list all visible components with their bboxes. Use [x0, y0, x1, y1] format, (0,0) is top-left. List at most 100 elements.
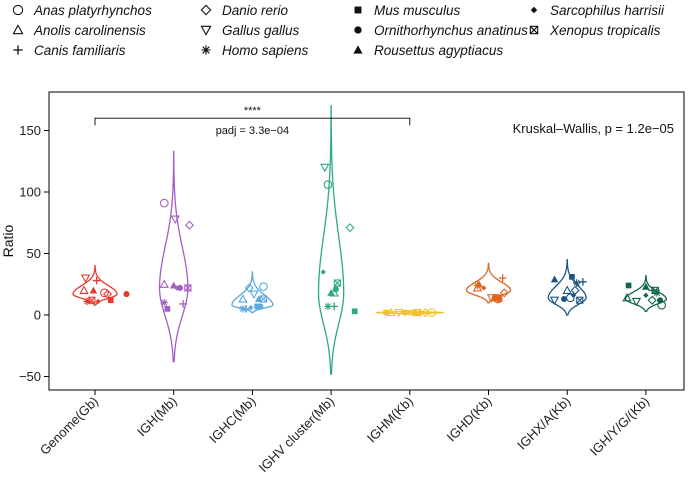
data-point: [332, 286, 339, 293]
data-point: [103, 289, 113, 299]
legend-label: Anolis carolinensis: [33, 23, 146, 38]
data-point: [498, 274, 507, 282]
legend-symbol-icon: [354, 6, 362, 14]
data-point: [107, 297, 114, 304]
data-point: [570, 292, 577, 298]
legend-symbol-icon: [200, 25, 212, 36]
data-point: [248, 304, 254, 311]
data-point: [481, 285, 487, 291]
legend-item: Ornithorhynchus anatinus: [354, 23, 528, 38]
legend-item: Mus musculus: [354, 3, 461, 18]
y-axis-title: Ratio: [0, 224, 16, 257]
legend-item: Homo sapiens: [201, 43, 309, 58]
data-point: [579, 277, 587, 286]
data-point: [244, 283, 254, 293]
legend-item: Anolis carolinensis: [12, 23, 146, 38]
violin-shape: [547, 259, 587, 316]
data-point: [351, 308, 358, 315]
data-point: [174, 285, 180, 291]
data-point: [176, 284, 184, 291]
y-tick-label: 0: [34, 308, 41, 323]
legend-label: Anas platyrhynchos: [33, 3, 152, 18]
legend-symbol-icon: [201, 45, 211, 55]
data-point: [409, 308, 417, 317]
x-tick-label: IGHM(Kb): [364, 394, 416, 446]
legend-symbol-icon: [353, 45, 363, 54]
significance-bracket: [94, 117, 411, 126]
data-points: [79, 163, 666, 318]
y-tick-label: 100: [19, 185, 41, 200]
padj-label: padj = 3.3e−04: [216, 125, 289, 137]
violin-shape: [72, 265, 118, 306]
legend-symbol-icon: [529, 25, 539, 35]
data-point: [570, 285, 580, 295]
legend-item: Sarcophilus harrisii: [530, 3, 665, 18]
data-point: [561, 295, 568, 303]
data-point: [83, 297, 91, 306]
legend-label: Canis familiaris: [34, 43, 126, 58]
data-point: [80, 274, 91, 284]
legend-symbol-icon: [13, 45, 23, 55]
legend-symbol-icon: [12, 4, 24, 16]
x-axis: Genome(Gb) IGH(Mb) IGHC(Mb)IGHV cluster(Mb…: [37, 390, 652, 475]
data-point: [499, 288, 509, 298]
data-point: [492, 294, 500, 302]
data-point: [642, 282, 650, 290]
violins: [72, 105, 668, 375]
data-point: [657, 297, 664, 304]
data-point: [249, 290, 259, 300]
data-point: [79, 285, 89, 294]
y-tick-label: 50: [27, 246, 41, 261]
data-point: [622, 292, 632, 302]
data-point: [549, 296, 560, 306]
data-point: [259, 282, 268, 292]
legend-label: Mus musculus: [374, 3, 461, 18]
data-point: [238, 294, 248, 303]
legend: Anas platyrhynchos Anolis carolinensis Can…: [12, 3, 665, 58]
data-point: [170, 215, 181, 224]
legend-label: Ornithorhynchus anatinus: [374, 23, 528, 38]
data-point: [572, 279, 581, 287]
data-point: [562, 285, 572, 294]
y-axis: −50 0 50 100 150: [19, 123, 49, 384]
data-point: [323, 180, 333, 189]
legend-symbol-icon: [200, 4, 212, 16]
legend-label: Danio rerio: [222, 3, 289, 18]
data-point: [123, 291, 130, 298]
data-point: [576, 296, 584, 304]
legend-symbol-icon: [354, 26, 362, 34]
legend-item: Anas platyrhynchos: [12, 3, 152, 18]
y-tick-label: 150: [19, 123, 41, 138]
legend-item: Canis familiaris: [13, 43, 126, 58]
data-point: [333, 279, 341, 287]
data-point: [257, 303, 264, 310]
data-point: [414, 308, 422, 317]
data-point: [427, 308, 437, 317]
data-point: [320, 269, 326, 275]
data-point: [647, 295, 657, 305]
legend-label: Homo sapiens: [222, 43, 309, 58]
x-tick-label: Genome(Gb): [37, 394, 101, 458]
data-point: [327, 289, 335, 296]
data-point: [239, 305, 247, 313]
data-point: [402, 309, 409, 316]
x-tick-label: IGHC(Mb): [206, 394, 258, 446]
data-point: [184, 284, 192, 292]
legend-label: Xenopus tropicalis: [549, 23, 661, 38]
violin-shape: [317, 105, 345, 375]
data-point: [475, 280, 483, 288]
data-point: [383, 309, 390, 316]
legend-symbol-icon: [530, 6, 538, 14]
plot-frame: [48, 91, 685, 391]
data-point: [100, 288, 109, 298]
data-point: [88, 296, 96, 304]
x-tick-label: IGHV cluster(Mb): [256, 394, 338, 476]
violin-shape: [624, 274, 668, 312]
data-point: [405, 309, 411, 316]
data-point: [160, 298, 169, 307]
y-tick-label: −50: [19, 369, 41, 384]
data-point: [653, 289, 661, 297]
significance-stars: ****: [244, 105, 262, 117]
violin-shape: [465, 262, 512, 304]
x-tick-label: IGH(Mb): [134, 394, 180, 440]
